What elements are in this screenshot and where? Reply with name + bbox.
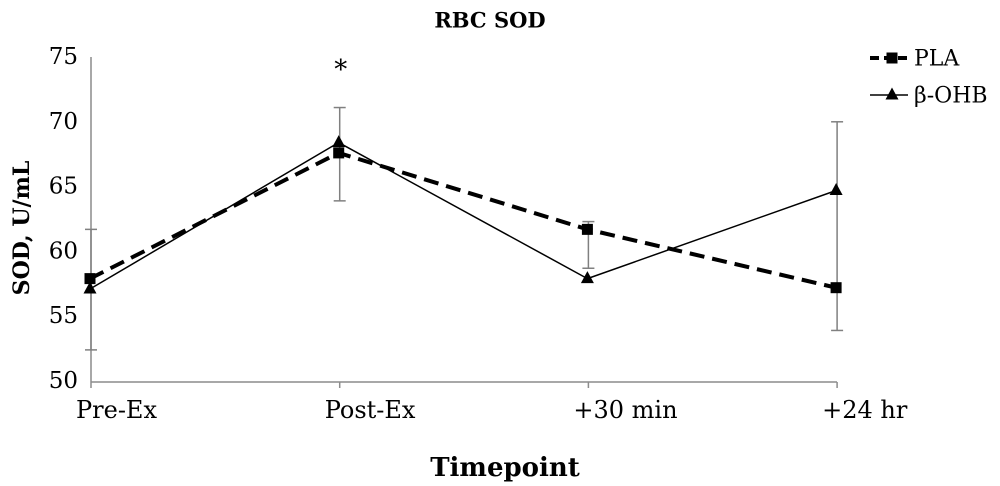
y-tick-label: 75 bbox=[49, 44, 78, 70]
series-0-line bbox=[89, 150, 837, 290]
y-axis-label: SOD, U/mL bbox=[9, 161, 35, 296]
y-tick-label: 50 bbox=[49, 368, 78, 394]
legend-entry: β-OHB bbox=[870, 84, 988, 109]
y-tick-labels: 50 55 60 65 70 75 bbox=[49, 44, 78, 394]
series-markers bbox=[83, 135, 843, 294]
legend-swatch-marker bbox=[886, 52, 898, 64]
x-tick-label: Post-Ex bbox=[325, 396, 416, 424]
x-tick-label: +24 hr bbox=[822, 396, 908, 424]
series-0-marker bbox=[830, 282, 842, 294]
y-tick-label: 70 bbox=[49, 109, 78, 135]
legend-swatch-marker bbox=[885, 87, 899, 100]
series-lines bbox=[89, 141, 837, 290]
y-tick-label: 60 bbox=[49, 238, 78, 264]
series-0-marker bbox=[581, 223, 593, 235]
legend-entry: PLA bbox=[870, 47, 960, 72]
significance-annotation: * bbox=[334, 55, 347, 85]
y-tick-label: 65 bbox=[49, 174, 78, 200]
chart-title: RBC SOD bbox=[434, 8, 545, 33]
series-1-marker bbox=[332, 135, 346, 148]
legend-label: β-OHB bbox=[914, 84, 988, 109]
annotations: * bbox=[334, 55, 347, 85]
series-1-marker bbox=[580, 271, 594, 284]
legend: PLA β-OHB bbox=[870, 47, 988, 109]
legend-label: PLA bbox=[914, 47, 960, 72]
x-tick-label: +30 min bbox=[573, 396, 677, 424]
series-0-marker bbox=[84, 273, 96, 285]
y-tick-label: 55 bbox=[49, 303, 78, 329]
x-tick-marks bbox=[90, 382, 838, 388]
x-tick-labels: Pre-Ex Post-Ex +30 min +24 hr bbox=[76, 396, 908, 424]
series-1-line bbox=[89, 141, 837, 290]
error-bars bbox=[85, 106, 844, 351]
x-axis-label: Timepoint bbox=[430, 453, 580, 483]
series-1-marker bbox=[83, 281, 97, 294]
error-bar bbox=[831, 121, 844, 332]
series-1-marker bbox=[829, 183, 843, 196]
x-tick-label: Pre-Ex bbox=[76, 396, 157, 424]
series-0-marker bbox=[333, 147, 345, 159]
